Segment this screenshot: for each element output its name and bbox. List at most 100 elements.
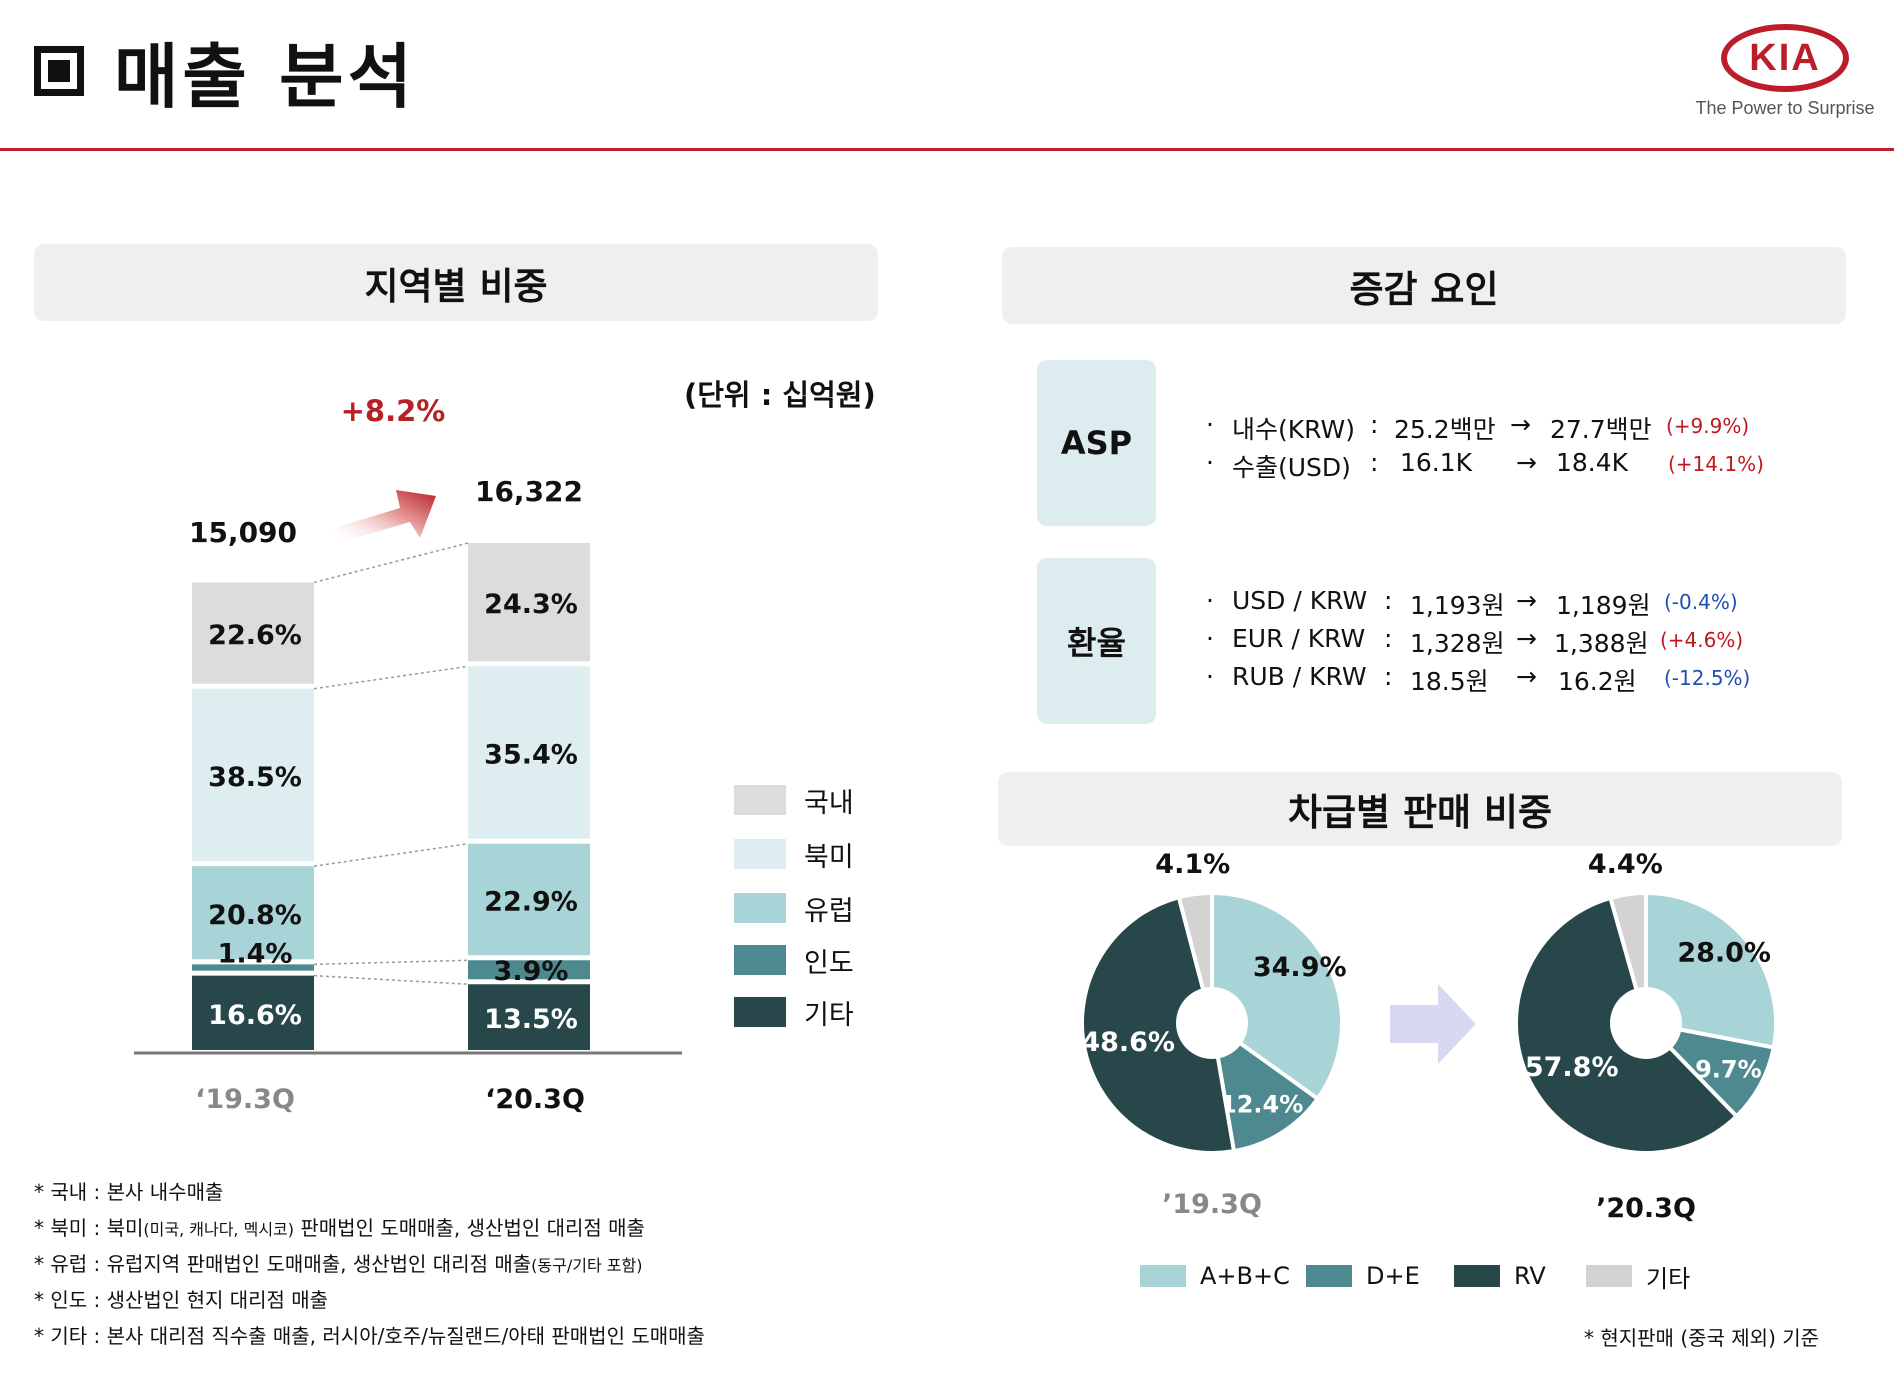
note-domestic: * 국내 : 본사 내수매출 [34,1176,223,1205]
bar-total: 15,090 [189,516,297,549]
asp-from: 16.1K [1400,448,1473,477]
growth-label: +8.2% [341,394,446,428]
bar-label-domestic: 22.6% [208,620,302,651]
fx-change: (+4.6%) [1660,628,1744,652]
legend-swatch [734,997,786,1027]
legend-domestic: 국내 [734,784,854,819]
pie-period-label: ’20.3Q [1596,1193,1696,1224]
legend-label: 기타 [804,999,854,1031]
square-bullet-icon [34,46,84,96]
pie-center-hole [1176,987,1248,1059]
bar-label-other: 16.6% [208,1000,302,1031]
pie-label-abc: 34.9% [1253,952,1347,983]
bullet: · [1206,662,1214,691]
bar-category-label: ‘20.3Q [485,1084,585,1115]
bar-segment-india [192,964,314,971]
legend-india: 인도 [734,944,854,979]
asp-box: ASP [1037,360,1156,526]
page-title: 매출 분석 [114,35,416,118]
bar-segment-india [468,960,590,980]
asp-to: 18.4K [1556,448,1629,477]
bar-connector-line [313,665,469,690]
note-small: (미국, 캐나다, 멕시코) [143,1220,295,1239]
note-star: * [34,1288,44,1312]
asp-change: (+14.1%) [1668,452,1764,476]
note-text: 북미 : 북미 [50,1216,144,1240]
bar-connector-line [313,842,469,867]
legend-label: RV [1514,1262,1546,1290]
bar-label-other: 13.5% [484,1004,578,1035]
fx-from: 18.5원 [1410,667,1489,696]
arrow-icon: → [1516,448,1537,477]
colon: : [1384,586,1393,615]
fx-name: USD / KRW [1232,586,1368,615]
fx-from: 1,193원 [1410,591,1505,620]
note-text: 유럽 : 유럽지역 판매법인 도매매출, 생산법인 대리점 매출 [50,1252,532,1276]
asp-name: 수출(USD) [1232,453,1351,482]
fx-box: 환율 [1037,558,1156,724]
legend-label: 북미 [804,841,854,873]
note-star: * [34,1216,44,1240]
pie-slice-rv [1080,894,1237,1155]
kia-logo-mark: KIA [1721,24,1849,92]
bar-label-india: 3.9% [494,956,569,987]
pie-label-de: 9.7% [1695,1055,1762,1083]
bar-labels: 16.6% 1.4% 20.8% 38.5% 22.6% 15,090 ‘19.3Q 13.5… [189,475,585,1115]
segment-footnote: * 현지판매 (중국 제외) 기준 [1584,1326,1820,1350]
note-star: * [34,1180,44,1204]
bar-label-north-america: 35.4% [484,740,578,771]
note-europe: * 유럽 : 유럽지역 판매법인 도매매출, 생산법인 대리점 매출(동구/기타… [34,1248,642,1277]
asp-from: 25.2백만 [1394,415,1496,444]
bar-segment-europe [192,866,314,960]
bullet: · [1206,586,1214,615]
fx-name: RUB / KRW [1232,662,1367,691]
bar-total: 16,322 [475,475,583,508]
pie-chart-2020q3: 28.0% 9.7% 57.8% 4.4% ’20.3Q [1514,849,1778,1224]
note-tail: 판매법인 도매매출, 생산법인 대리점 매출 [294,1216,645,1240]
arrow-icon: → [1516,624,1537,653]
pie-label-other: 4.1% [1155,849,1230,880]
pie-legend-other: 기타 [1586,1262,1690,1293]
legend-swatch [734,945,786,975]
pie-label-abc: 28.0% [1677,938,1771,969]
bar-connectors [313,542,469,986]
legend-swatch [734,893,786,923]
note-other: * 기타 : 본사 대리점 직수출 매출, 러시아/호주/뉴질랜드/아태 판매법… [34,1320,705,1349]
arrow-icon: → [1516,662,1537,691]
colon: : [1370,410,1379,439]
pie-chart-2019q3: 34.9% 12.4% 48.6% 4.1% ’19.3Q [1080,849,1347,1220]
asp-to: 27.7백만 [1550,415,1652,444]
bar-segment-domestic [468,543,590,662]
bar-label-domestic: 24.3% [484,589,578,620]
colon: : [1370,448,1379,477]
legend-swatch [1306,1265,1352,1287]
bar-label-north-america: 38.5% [208,762,302,793]
pie-center-hole [1610,987,1682,1059]
bar-connector-line [313,974,469,986]
pie-label-rv: 48.6% [1081,1027,1175,1058]
legend-europe: 유럽 [734,892,854,927]
region-share-title: 지역별 비중 [34,244,878,321]
bar-label-europe: 20.8% [208,900,302,931]
legend-north-america: 북미 [734,838,854,873]
factors-title: 증감 요인 [1002,247,1846,324]
legend-label: 기타 [1646,1264,1691,1293]
legend-swatch [1586,1265,1632,1287]
legend-swatch [734,839,786,869]
page-header: 매출 분석 [34,26,416,118]
pie-label-rv: 57.8% [1525,1052,1619,1083]
colon: : [1384,624,1393,653]
fx-to: 1,189원 [1556,591,1651,620]
fx-change: (-0.4%) [1664,590,1738,614]
growth-arrow-shape [334,490,436,542]
note-text: 기타 : 본사 대리점 직수출 매출, 러시아/호주/뉴질랜드/아태 판매법인 … [50,1324,705,1348]
bullet: · [1206,448,1214,477]
legend-label: 유럽 [804,895,854,927]
legend-swatch [1454,1265,1500,1287]
bar-connector-line [313,542,469,584]
bullet: · [1206,410,1214,439]
asp-change: (+9.9%) [1666,414,1750,438]
legend-swatch [1140,1265,1186,1287]
